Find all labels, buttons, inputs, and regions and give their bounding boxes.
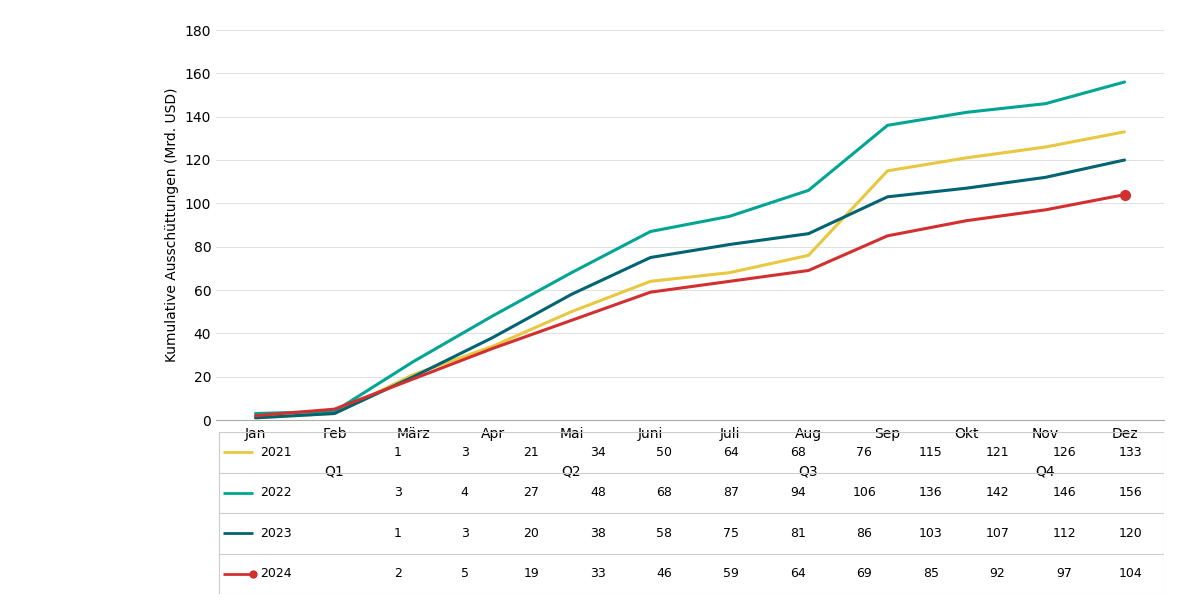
- Text: 64: 64: [790, 567, 805, 580]
- Text: 4: 4: [461, 486, 469, 499]
- Text: 46: 46: [656, 567, 672, 580]
- Text: 120: 120: [1118, 527, 1142, 540]
- Text: 1: 1: [394, 446, 402, 459]
- Text: 68: 68: [656, 486, 672, 499]
- Text: 81: 81: [790, 527, 805, 540]
- Text: 104: 104: [1118, 567, 1142, 580]
- Text: 97: 97: [1056, 567, 1072, 580]
- Text: 112: 112: [1052, 527, 1076, 540]
- Text: 156: 156: [1118, 486, 1142, 499]
- Text: 27: 27: [523, 486, 539, 499]
- Text: 21: 21: [523, 446, 539, 459]
- Text: 146: 146: [1052, 486, 1076, 499]
- Text: 64: 64: [724, 446, 739, 459]
- Text: Q1: Q1: [325, 464, 344, 478]
- Text: 2024: 2024: [260, 567, 293, 580]
- Text: 1: 1: [394, 527, 402, 540]
- Text: 5: 5: [461, 567, 469, 580]
- Text: 106: 106: [852, 486, 876, 499]
- Text: Q2: Q2: [562, 464, 581, 478]
- Text: 20: 20: [523, 527, 539, 540]
- Text: 107: 107: [985, 527, 1009, 540]
- Text: 3: 3: [461, 527, 469, 540]
- Text: Q3: Q3: [799, 464, 818, 478]
- Text: 3: 3: [394, 486, 402, 499]
- Text: 115: 115: [919, 446, 943, 459]
- Text: 69: 69: [857, 567, 872, 580]
- Text: 142: 142: [985, 486, 1009, 499]
- Text: 86: 86: [857, 527, 872, 540]
- Text: 48: 48: [590, 486, 606, 499]
- Text: 92: 92: [990, 567, 1006, 580]
- Text: 19: 19: [523, 567, 539, 580]
- Text: 75: 75: [724, 527, 739, 540]
- Text: 34: 34: [590, 446, 606, 459]
- Text: 85: 85: [923, 567, 938, 580]
- Text: 68: 68: [790, 446, 805, 459]
- Text: 76: 76: [857, 446, 872, 459]
- Y-axis label: Kumulative Ausschüttungen (Mrd. USD): Kumulative Ausschüttungen (Mrd. USD): [166, 88, 179, 362]
- Text: 50: 50: [656, 446, 672, 459]
- Text: 59: 59: [724, 567, 739, 580]
- Text: 121: 121: [985, 446, 1009, 459]
- Text: 38: 38: [590, 527, 606, 540]
- Text: 136: 136: [919, 486, 943, 499]
- Text: 2022: 2022: [260, 486, 293, 499]
- Text: 2023: 2023: [260, 527, 293, 540]
- Text: Q4: Q4: [1036, 464, 1055, 478]
- Text: 33: 33: [590, 567, 606, 580]
- Text: 133: 133: [1118, 446, 1142, 459]
- Text: 126: 126: [1052, 446, 1076, 459]
- Text: 87: 87: [724, 486, 739, 499]
- Text: 2021: 2021: [260, 446, 293, 459]
- Text: 103: 103: [919, 527, 943, 540]
- Text: 94: 94: [790, 486, 805, 499]
- Text: 58: 58: [656, 527, 672, 540]
- Text: 2: 2: [394, 567, 402, 580]
- Text: 3: 3: [461, 446, 469, 459]
